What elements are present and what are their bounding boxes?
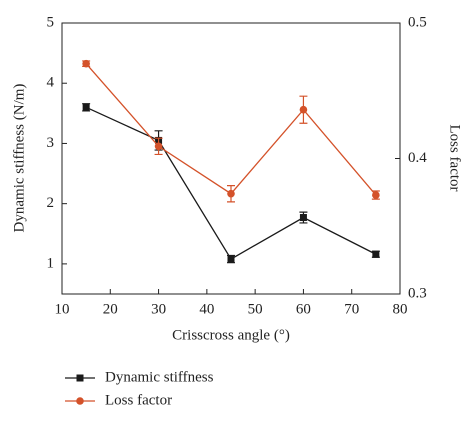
y2-axis-label: Loss factor: [447, 124, 463, 191]
marker: [299, 214, 307, 222]
marker: [76, 374, 84, 382]
y-tick-label: 2: [47, 195, 55, 211]
y2-tick-label: 0.4: [408, 150, 427, 166]
marker: [76, 397, 84, 405]
legend-label: Dynamic stiffness: [105, 369, 214, 385]
plot-frame: [61, 22, 401, 295]
y2-tick-label: 0.3: [408, 285, 427, 301]
y-tick-label: 1: [47, 255, 55, 271]
marker: [372, 250, 380, 258]
x-tick-label: 40: [199, 301, 214, 317]
series-line: [85, 106, 377, 260]
marker: [372, 191, 380, 199]
x-axis-label: Crisscross angle (°): [172, 327, 290, 343]
y-axis-label: Dynamic stiffness (N/m): [11, 84, 27, 233]
series-line: [85, 63, 377, 196]
x-tick-label: 10: [55, 301, 70, 317]
marker: [82, 59, 90, 68]
x-tick-label: 80: [393, 301, 408, 317]
marker: [299, 105, 308, 114]
y-tick-label: 5: [47, 14, 55, 30]
legend-label: Loss factor: [105, 392, 172, 408]
x-tick-label: 20: [103, 301, 118, 317]
x-tick-label: 60: [296, 301, 311, 317]
marker: [227, 189, 235, 198]
y-tick-label: 3: [47, 135, 55, 151]
y2-tick-label: 0.5: [408, 14, 427, 30]
marker: [227, 255, 235, 263]
y-tick-label: 4: [47, 75, 55, 91]
x-tick-label: 50: [248, 301, 263, 317]
marker: [82, 103, 90, 111]
x-tick-label: 70: [344, 301, 359, 317]
marker: [154, 142, 163, 151]
x-tick-label: 30: [151, 301, 166, 317]
